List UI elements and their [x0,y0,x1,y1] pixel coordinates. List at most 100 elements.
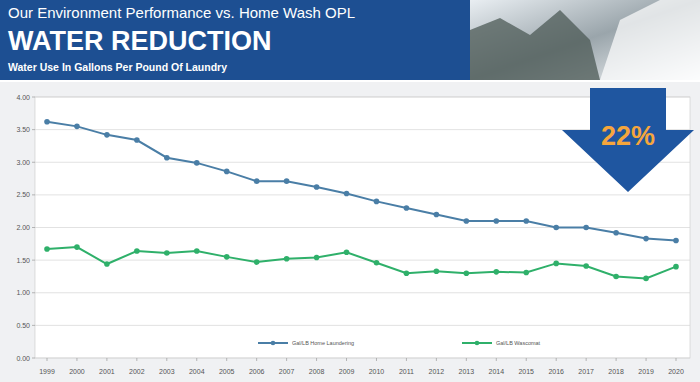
series-marker [254,178,260,184]
x-tick [166,358,167,361]
series-marker [643,276,649,282]
chart-background [0,82,700,382]
series-marker [434,268,440,274]
x-tick-label: 2008 [309,368,325,375]
y-tick-label: 0.50 [16,322,30,329]
grid-line [35,325,690,326]
x-tick [646,358,647,361]
series-marker [374,199,380,205]
series-marker [44,119,50,125]
legend-label: Gal/LB Wascomat [496,340,541,346]
series-marker [134,137,140,143]
x-tick [556,358,557,361]
x-tick [346,358,347,361]
photo-trees [470,10,600,80]
series-marker [493,269,499,275]
x-tick-label: 2004 [189,368,205,375]
series-marker [404,205,410,211]
y-tick [32,227,35,228]
x-tick [466,358,467,361]
x-tick-label: 2002 [129,368,145,375]
grid-line [35,292,690,293]
series-marker [553,225,559,231]
series-marker [254,259,260,265]
x-tick-label: 2020 [668,368,684,375]
grid-line [35,260,690,261]
x-tick [406,358,407,361]
legend-label: Gal/LB Home Laundering [292,340,354,346]
legend-marker [271,341,276,346]
series-marker [194,248,200,254]
series-marker [613,274,619,280]
series-marker [134,248,140,254]
x-tick-label: 2006 [249,368,265,375]
header-photo [470,0,700,80]
x-tick [106,358,107,361]
y-tick [32,97,35,98]
heading: Our Environment Performance vs. Home Was… [8,4,355,21]
y-tick-label: 4.00 [16,94,30,101]
grid-line [35,194,690,195]
series-marker [164,155,170,161]
x-tick [76,358,77,361]
x-tick [286,358,287,361]
y-tick [32,358,35,359]
series-marker [194,160,200,166]
x-tick-label: 2018 [608,368,624,375]
y-tick-label: 2.00 [16,224,30,231]
reduction-arrow [562,88,694,192]
y-tick [32,292,35,293]
series-marker [434,212,440,218]
title: WATER REDUCTION [8,26,272,56]
x-tick-label: 2003 [159,368,175,375]
series-marker [464,270,470,276]
series-marker [104,132,110,138]
x-tick [316,358,317,361]
series-marker [74,244,80,250]
x-tick-label: 2007 [279,368,295,375]
x-tick [256,358,257,361]
series-marker [224,254,230,260]
series-marker [374,260,380,266]
series-marker [553,261,559,267]
series-marker [643,236,649,242]
series-marker [284,256,290,262]
y-tick-label: 3.00 [16,159,30,166]
legend-marker [475,341,480,346]
x-tick-label: 2017 [578,368,594,375]
series-marker [314,255,320,261]
y-tick [32,325,35,326]
series-marker [284,178,290,184]
x-tick-label: 2005 [219,368,235,375]
series-marker [583,225,589,231]
series-marker [104,261,110,267]
x-tick [526,358,527,361]
x-tick [226,358,227,361]
x-tick [676,358,677,361]
y-tick [32,194,35,195]
annotation: 22% [601,121,655,151]
series-marker [224,169,230,175]
x-tick [196,358,197,361]
series-marker [523,270,529,276]
x-tick-label: 2012 [429,368,445,375]
y-tick-label: 3.50 [16,126,30,133]
x-tick-label: 2014 [488,368,504,375]
x-tick [136,358,137,361]
series-marker [164,250,170,256]
y-tick-label: 0.00 [16,355,30,362]
x-tick [47,358,48,361]
x-tick-label: 2009 [339,368,355,375]
y-tick [32,260,35,261]
x-tick-label: 2019 [638,368,654,375]
subtitle: Water Use In Gallons Per Pound Of Laundr… [8,61,227,73]
y-tick-label: 1.50 [16,257,30,264]
series-marker [74,124,80,130]
series-marker [583,263,589,269]
y-tick-label: 2.50 [16,191,30,198]
series-marker [464,218,470,224]
series-marker [404,270,410,276]
x-tick-label: 2015 [518,368,534,375]
series-marker [493,218,499,224]
x-tick-label: 2013 [459,368,475,375]
